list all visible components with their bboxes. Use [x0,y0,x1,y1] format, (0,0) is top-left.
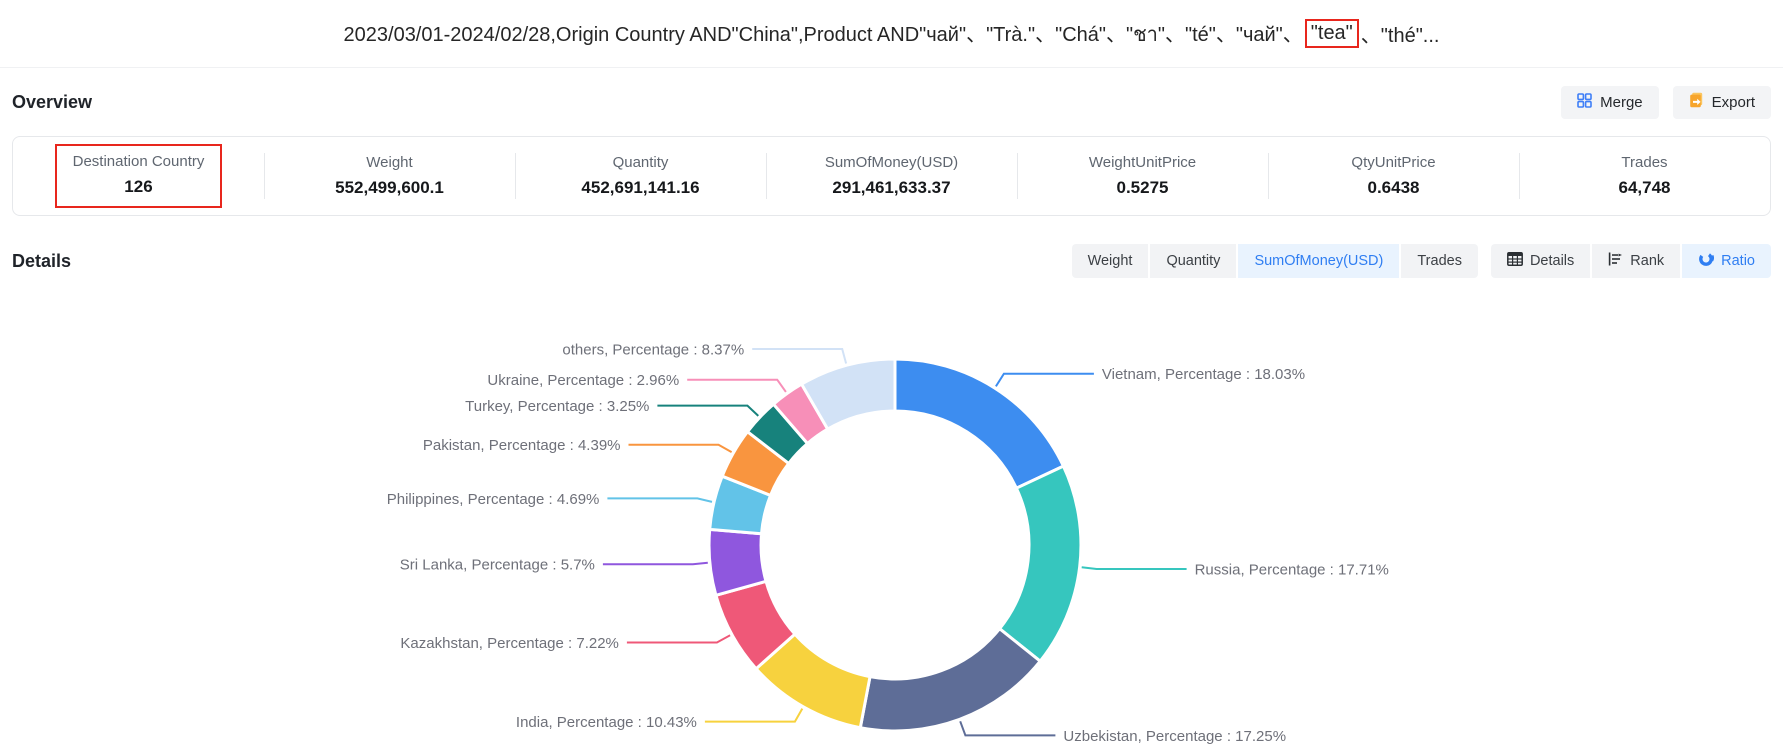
tab-label: Weight [1087,253,1133,269]
pie-label-line [602,561,708,566]
stat-label: QtyUnitPrice [1351,154,1436,171]
export-button-label: Export [1711,93,1755,111]
pie-label: Vietnam, Percentage : 18.03% [1102,366,1305,383]
query-title-bar: 2023/03/01-2024/02/28,Origin Country AND… [0,0,1783,68]
export-button[interactable]: Export [1672,85,1771,119]
merge-icon [1577,92,1592,112]
stat-weight-unit-price: WeightUnitPrice 0.5275 [1017,137,1268,215]
tab-rank-view[interactable]: Rank [1592,244,1681,278]
stat-destination-country: Destination Country 126 [13,137,264,215]
tab-sum-of-money[interactable]: SumOfMoney(USD) [1238,244,1400,278]
tab-label: Details [1529,253,1575,269]
stat-label: Weight [366,154,413,171]
tab-label: Ratio [1721,253,1755,269]
stat-value: 126 [124,177,153,196]
tab-label: Quantity [1166,253,1221,269]
tab-details-view[interactable]: Details [1490,244,1591,278]
pie-label: Philippines, Percentage : 4.69% [387,491,600,508]
tea-highlight-annotation: "tea" [1304,19,1359,48]
stat-value: 452,691,141.16 [581,178,700,197]
stat-quantity: Quantity 452,691,141.16 [515,137,766,215]
pie-slice-vietnam[interactable] [893,357,1065,490]
measure-tab-group: Weight Quantity SumOfMoney(USD) Trades [1071,244,1478,278]
stat-label: WeightUnitPrice [1088,154,1197,171]
query-title-prefix: 2023/03/01-2024/02/28,Origin Country AND… [343,23,1303,46]
stat-trades: Trades 64,748 [1519,137,1770,215]
pie-label-line [752,348,848,364]
merge-button-label: Merge [1600,93,1643,111]
tab-label: Rank [1630,253,1665,269]
view-tab-group: Details Rank Ratio [1490,244,1771,278]
details-heading: Details [12,250,72,271]
pie-label-line [959,720,1056,737]
pie-label: Pakistan, Percentage : 4.39% [423,437,621,454]
export-icon [1689,92,1704,112]
stat-label: Quantity [612,154,669,171]
merge-button[interactable]: Merge [1561,85,1659,119]
stat-value: 0.6438 [1367,178,1420,197]
stat-qty-unit-price: QtyUnitPrice 0.6438 [1268,137,1519,215]
stat-label: SumOfMoney(USD) [824,154,959,171]
pie-label-line [626,634,731,644]
tab-quantity[interactable]: Quantity [1150,244,1237,278]
tab-weight[interactable]: Weight [1071,244,1149,278]
tab-trades[interactable]: Trades [1401,244,1478,278]
stat-label: Destination Country [72,153,205,170]
stat-value: 0.5275 [1116,178,1169,197]
overview-stats-card: Destination Country 126 Weight 552,499,6… [12,136,1771,216]
pie-label: Russia, Percentage : 17.71% [1195,562,1389,579]
rank-icon [1608,252,1623,270]
pie-label-line [628,443,733,453]
query-title-highlighted-term: "tea" [1310,22,1353,44]
stat-label: Trades [1621,154,1668,171]
pie-label-line [1081,566,1187,570]
stat-weight: Weight 552,499,600.1 [264,137,515,215]
pie-label: Uzbekistan, Percentage : 17.25% [1063,728,1286,745]
stat-value: 552,499,600.1 [335,178,444,197]
stat-sum-of-money: SumOfMoney(USD) 291,461,633.37 [766,137,1017,215]
stat-value: 64,748 [1618,178,1671,197]
tab-label: Trades [1417,253,1462,269]
pie-slice-others[interactable] [800,357,897,431]
pie-label: Kazakhstan, Percentage : 7.22% [400,635,618,652]
pie-label-line [704,708,804,723]
pie-label-line [657,404,759,417]
pie-label: Sri Lanka, Percentage : 5.7% [400,557,595,574]
pie-label: India, Percentage : 10.43% [516,714,697,731]
pie-slice-russia[interactable] [998,464,1083,663]
donut-icon [1698,251,1715,271]
table-icon [1507,252,1523,270]
stat-value: 291,461,633.37 [832,178,951,197]
query-title-suffix: 、"thé"... [1360,25,1440,47]
pie-label-line [607,497,713,503]
pie-slice-uzbekistan[interactable] [858,627,1042,733]
pie-label-line [995,372,1094,387]
pie-label: others, Percentage : 8.37% [562,342,744,359]
tab-ratio-view[interactable]: Ratio [1682,244,1771,278]
ratio-donut-chart[interactable]: Vietnam, Percentage : 18.03% Russia, Perc… [0,280,1783,752]
ratio-chart-area: Vietnam, Percentage : 18.03% Russia, Perc… [0,280,1783,752]
pie-label-line [687,378,787,393]
overview-heading: Overview [12,91,93,112]
tab-label: SumOfMoney(USD) [1254,253,1384,269]
destination-country-highlight-annotation: Destination Country 126 [54,144,223,208]
pie-label: Ukraine, Percentage : 2.96% [487,372,679,389]
pie-label: Turkey, Percentage : 3.25% [465,398,649,415]
